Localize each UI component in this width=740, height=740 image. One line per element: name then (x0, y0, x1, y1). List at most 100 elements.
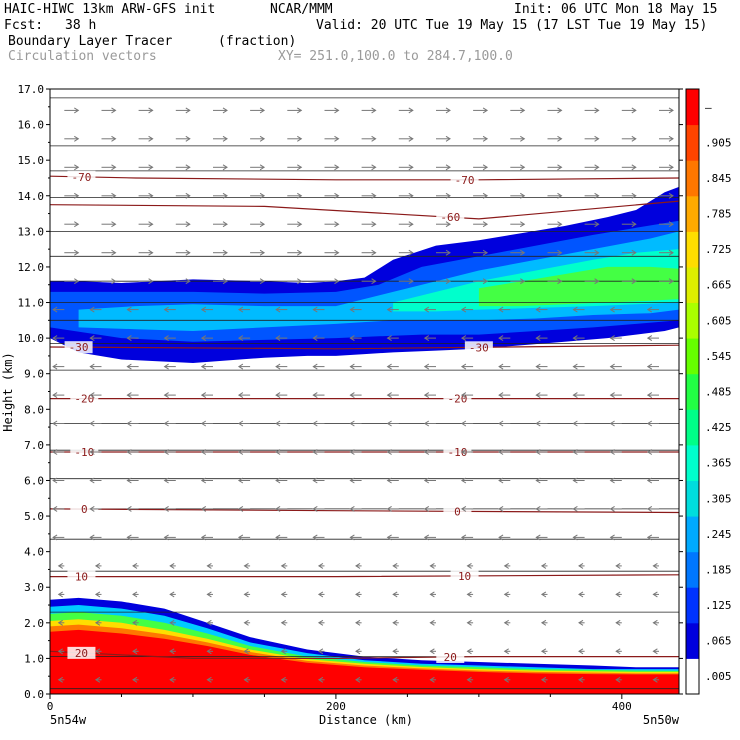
x-tick-label: 200 (326, 700, 346, 713)
vector-head (520, 107, 526, 114)
vector-head (371, 278, 377, 285)
vector-head (74, 107, 80, 114)
vector-head (275, 306, 281, 313)
vector-head (668, 221, 674, 228)
vector-head (237, 477, 244, 484)
colorbar-swatch (686, 89, 699, 126)
vector-head (312, 306, 318, 313)
y-tick-label: 1.0 (24, 652, 44, 665)
vector-head (535, 477, 541, 484)
isotherm-label: -20 (447, 393, 467, 406)
vector-head (371, 221, 377, 228)
vector-head (386, 505, 392, 512)
vector-head (460, 477, 467, 484)
vector-head (185, 249, 191, 256)
isotherm-label: 20 (444, 651, 457, 664)
vector-head (615, 591, 621, 598)
vector-head (185, 221, 191, 228)
isotherm-2 (49, 344, 680, 350)
vector-head (557, 221, 563, 228)
vector-head (259, 107, 266, 114)
vector-head (557, 192, 563, 199)
vector-head (572, 449, 578, 455)
y-tick-label: 7.0 (24, 439, 44, 452)
cross-section-endpoints: XY= 251.0,100.0 to 284.7,100.0 (278, 49, 513, 64)
vector-head (572, 534, 578, 541)
vector-head (57, 562, 63, 569)
vector-head (275, 420, 281, 427)
vector-head (392, 591, 398, 598)
vector-head (408, 221, 414, 228)
isotherm-label: 10 (458, 570, 471, 583)
valid-time: Valid: 20 UTC Tue 19 May 15 (17 LST Tue … (316, 18, 708, 33)
vector-head (312, 534, 318, 541)
vector-head (498, 420, 504, 427)
vector-head (594, 192, 600, 199)
vector-head (74, 164, 80, 171)
vector-head (163, 477, 169, 484)
vector-head (429, 676, 435, 683)
vector-head (259, 164, 266, 171)
isotherm-label: 20 (75, 647, 88, 660)
colorbar-swatch (686, 160, 699, 197)
vector-head (423, 505, 430, 512)
tracer-fill-layers (50, 186, 680, 694)
vector-head (280, 648, 286, 655)
colorbar-swatch (686, 444, 699, 481)
vector-head (423, 335, 430, 342)
vector-head (94, 619, 101, 626)
vector-head (386, 335, 392, 342)
vector-head (540, 591, 547, 598)
forecast-hours: 38 h (65, 18, 97, 33)
colorbar-label: .725 (705, 243, 732, 256)
pressure-lines (50, 97, 679, 690)
vector-head (631, 135, 637, 142)
colorbar-label: .365 (705, 457, 732, 470)
y-tick-label: 16.0 (18, 119, 45, 132)
vector-head (132, 619, 138, 626)
vector-head (200, 392, 207, 399)
vector-head (126, 505, 132, 512)
isotherm-label: -10 (74, 446, 94, 459)
vector-head (74, 135, 80, 142)
vector-head (280, 619, 286, 626)
y-tick-label: 4.0 (24, 546, 44, 559)
vector-head (243, 648, 249, 655)
vector-head (275, 505, 281, 512)
isotherm-label: 0 (81, 503, 88, 516)
vector-head (355, 591, 361, 598)
vector-head (445, 221, 451, 228)
vector-head (392, 562, 398, 569)
vector-head (429, 619, 435, 626)
isotherm-label-bg (443, 392, 472, 405)
vector-head (460, 306, 467, 313)
vector-head (89, 363, 95, 370)
vector-head (57, 619, 63, 626)
vector-head (206, 591, 212, 598)
vector-head (126, 477, 132, 484)
vector-head (355, 619, 361, 626)
vector-head (163, 306, 169, 313)
vector-head (609, 392, 615, 399)
vector-head (429, 648, 435, 655)
vector-head (652, 562, 658, 569)
vector-head (89, 505, 95, 512)
vector-head (259, 278, 266, 285)
vector-head (371, 135, 377, 142)
vector-head (89, 477, 95, 484)
vector-head (74, 221, 80, 228)
vector-head (312, 420, 318, 427)
vector-head (275, 534, 281, 541)
vector-head (535, 420, 541, 427)
vector-head (445, 249, 451, 256)
colorbar-label: .185 (705, 563, 732, 576)
vector-head (132, 676, 138, 683)
vector-head (408, 278, 414, 285)
vector-head (280, 676, 286, 683)
vector-head (578, 648, 584, 655)
colorbar-label: .125 (705, 599, 732, 612)
vector-head (392, 676, 398, 683)
vector-head (111, 164, 117, 171)
vector-head (222, 192, 228, 199)
vector-head (520, 164, 526, 171)
